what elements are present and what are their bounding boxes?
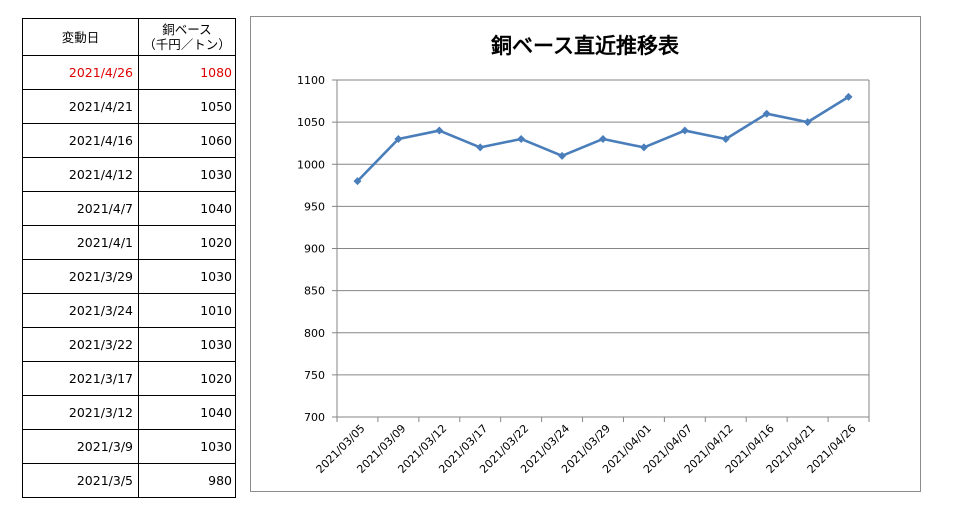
header-value-line1: 銅ベース [162,22,212,37]
table-row: 2021/4/1 1020 [22,225,236,260]
header-date: 変動日 [22,18,139,56]
table-row: 2021/3/5 980 [22,463,236,498]
row-value: 1060 [138,123,236,158]
table-row: 2021/4/12 1030 [22,157,236,192]
row-date: 2021/4/12 [22,157,139,192]
y-tick-label: 900 [304,243,325,256]
table-row: 2021/3/12 1040 [22,395,236,430]
table-header-row: 変動日 銅ベース （千円／トン） [22,18,236,56]
y-tick-label: 700 [304,411,325,424]
header-value-line2: （千円／トン） [143,37,231,52]
table-row: 2021/4/26 1080 [22,55,236,90]
y-tick-label: 1050 [297,116,325,129]
row-date: 2021/3/5 [22,463,139,498]
row-date: 2021/4/7 [22,191,139,226]
row-value: 1030 [138,429,236,464]
row-value: 1030 [138,327,236,362]
row-value: 980 [138,463,236,498]
x-axis-ticks: 2021/03/052021/03/092021/03/122021/03/17… [314,422,859,476]
row-value: 1030 [138,157,236,192]
data-point [639,143,648,152]
data-point [394,134,403,143]
y-tick-label: 750 [304,369,325,382]
data-point [476,143,485,152]
row-date: 2021/4/26 [22,55,139,90]
row-value: 1010 [138,293,236,328]
table-row: 2021/3/22 1030 [22,327,236,362]
row-date: 2021/4/1 [22,225,139,260]
row-value: 1020 [138,361,236,396]
row-value: 1040 [138,395,236,430]
y-tick-label: 1000 [297,158,325,171]
series-group [353,92,853,186]
row-date: 2021/4/16 [22,123,139,158]
row-date: 2021/3/24 [22,293,139,328]
row-value: 1030 [138,259,236,294]
row-date: 2021/3/29 [22,259,139,294]
header-value: 銅ベース （千円／トン） [138,18,236,56]
line-chart: 銅ベース直近推移表 700 750 800 850 900 950 1000 1050 1100… [297,34,870,476]
data-point [844,92,853,101]
data-point [680,126,689,135]
y-tick-label: 850 [304,285,325,298]
row-date: 2021/4/21 [22,89,139,124]
table-row: 2021/3/24 1010 [22,293,236,328]
table-row: 2021/4/16 1060 [22,123,236,158]
chart-title: 銅ベース直近推移表 [491,34,680,58]
row-value: 1080 [138,55,236,90]
grid-lines [332,79,870,422]
data-point [803,118,812,127]
y-tick-label: 950 [304,200,325,213]
table-row: 2021/4/7 1040 [22,191,236,226]
row-value: 1020 [138,225,236,260]
y-tick-label: 800 [304,327,325,340]
data-point [599,134,607,143]
table-row: 2021/3/29 1030 [22,259,236,294]
chart-area: 銅ベース直近推移表 700 750 800 850 900 950 1000 1050 1100… [250,16,921,492]
data-point [762,109,771,118]
data-point [435,126,444,135]
row-value: 1040 [138,191,236,226]
row-date: 2021/3/17 [22,361,139,396]
data-point [517,134,526,143]
table-row: 2021/3/17 1020 [22,361,236,396]
row-date: 2021/3/22 [22,327,139,362]
table-body: 2021/4/26 1080 2021/4/21 1050 2021/4/16 1060 2… [22,55,236,498]
row-date: 2021/3/9 [22,429,139,464]
data-point [721,134,730,143]
y-tick-label: 1100 [297,74,325,87]
row-value: 1050 [138,89,236,124]
price-table: 変動日 銅ベース （千円／トン） 2021/4/26 1080 2021/4/21 1… [22,18,236,498]
data-point [558,151,567,160]
y-axis-ticks: 700 750 800 850 900 950 1000 1050 1100 [297,74,325,424]
table-row: 2021/3/9 1030 [22,429,236,464]
table-row: 2021/4/21 1050 [22,89,236,124]
row-date: 2021/3/12 [22,395,139,430]
data-point [353,177,362,186]
